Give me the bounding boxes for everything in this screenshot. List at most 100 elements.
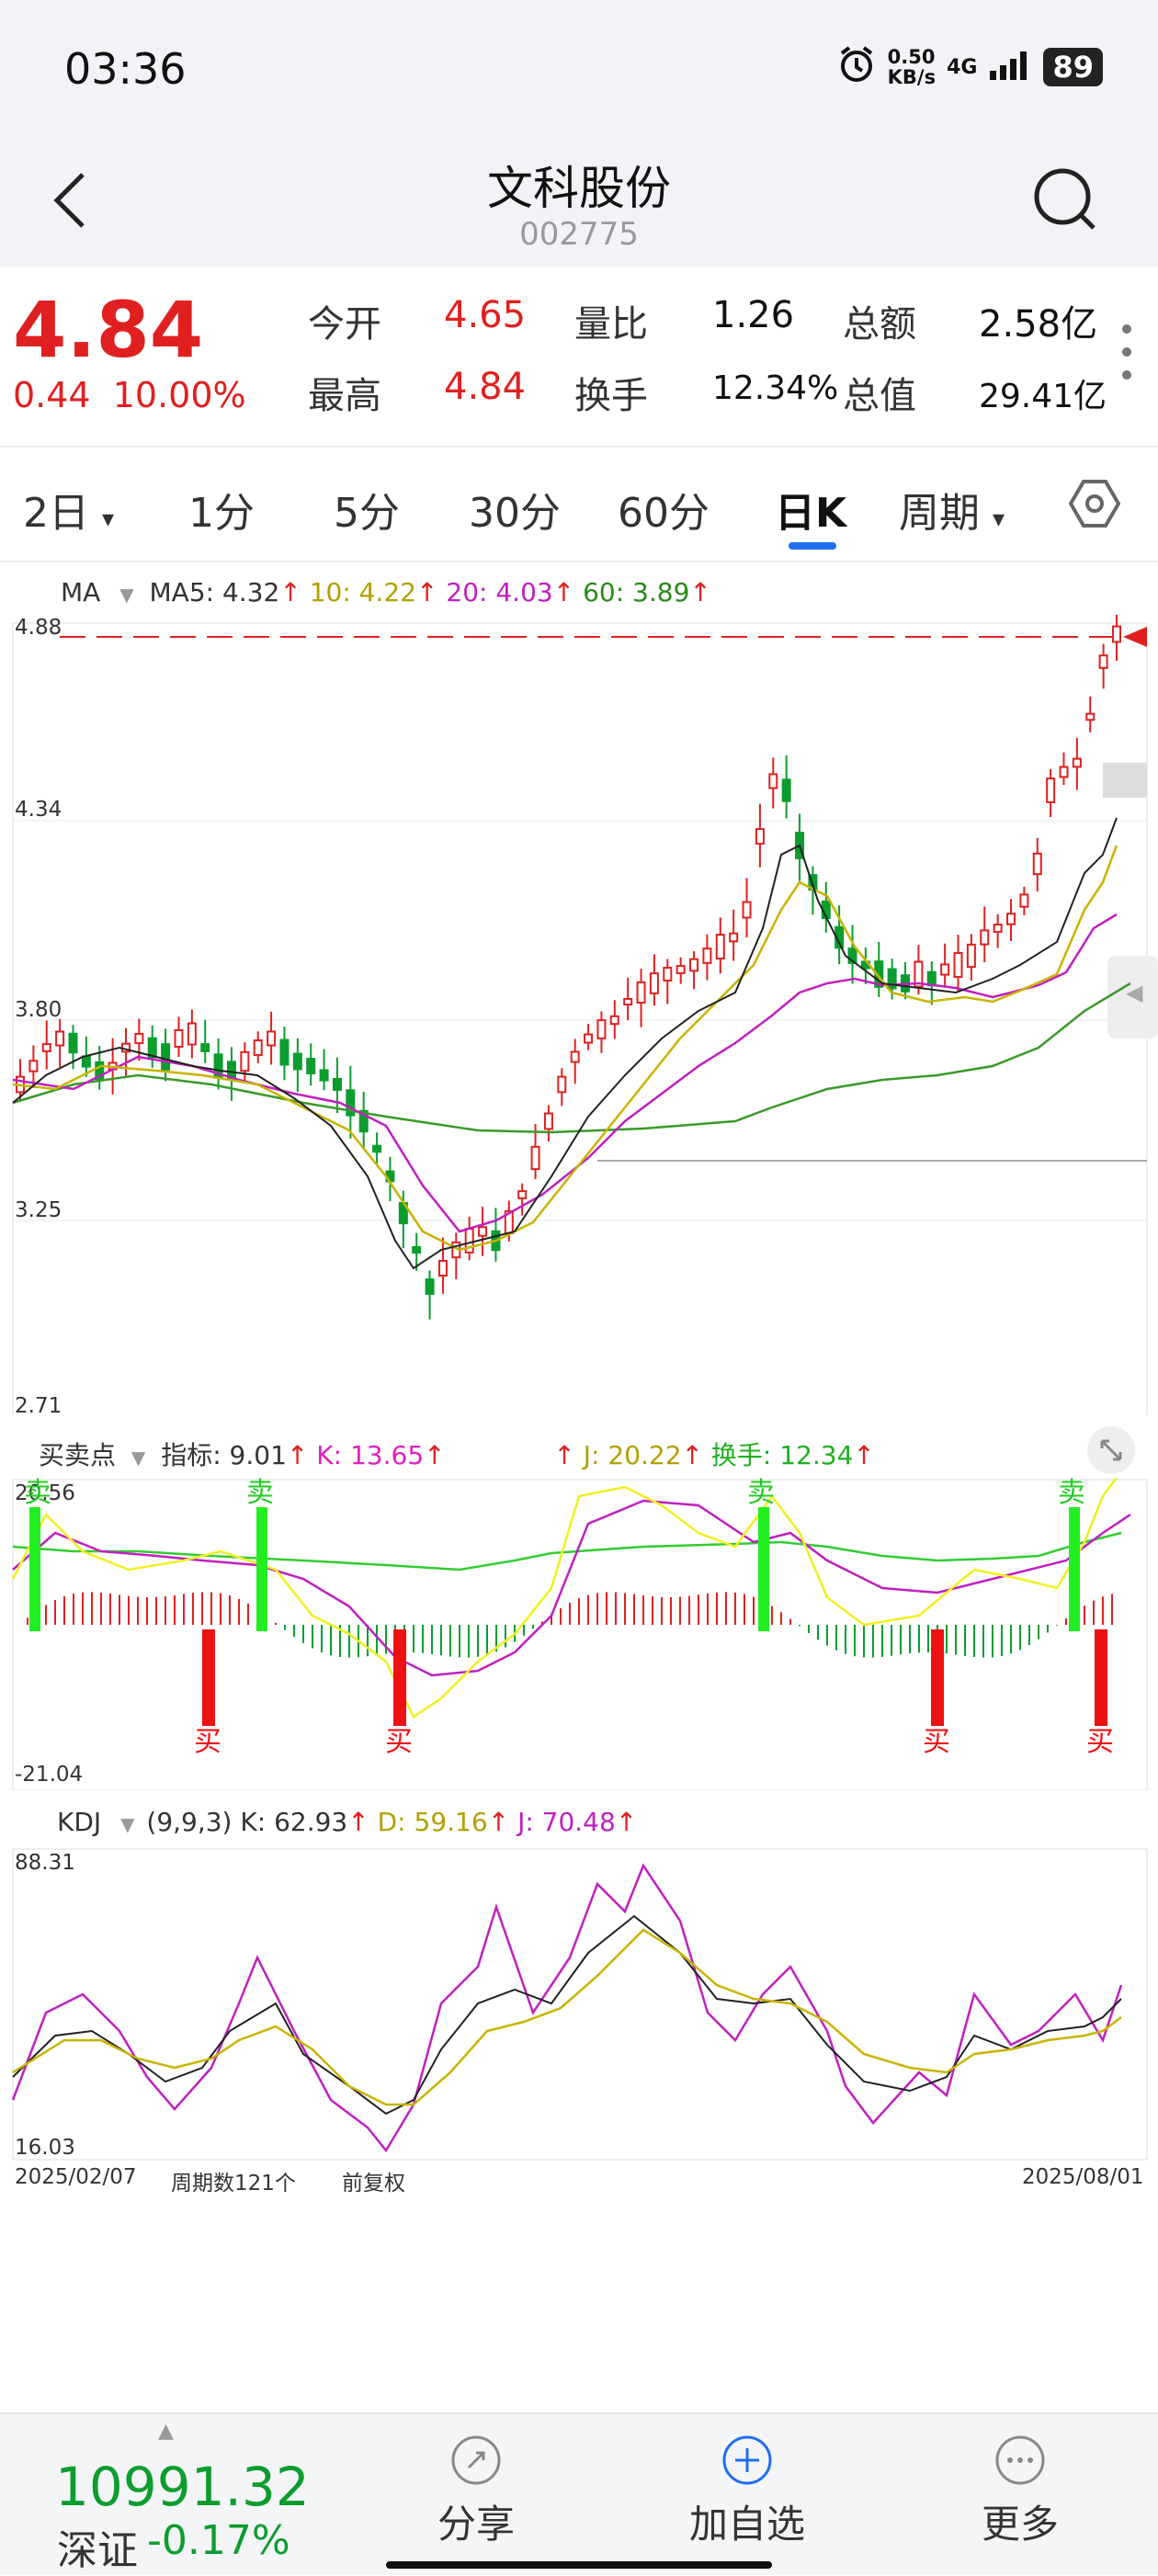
net-type: 4G — [947, 55, 978, 79]
tab-daily-k[interactable]: 日K — [775, 490, 847, 537]
sell-signal-label: 卖 — [747, 1478, 775, 1509]
stat-value: 29.41亿 — [979, 378, 1107, 415]
kdj-d-line — [12, 1928, 1122, 2106]
signal-icon — [988, 49, 1032, 85]
candle-body — [676, 965, 686, 974]
candle-body — [372, 1144, 382, 1153]
tab-5min[interactable]: 5分 — [334, 490, 400, 537]
kdj-j: J: 70.48 — [517, 1807, 616, 1837]
status-bar: 03:36 0.50 KB/s 4G 89 — [0, 0, 1158, 138]
bottom-bar: ▲ 10991.32 深证 -0.17% 分享 加自选 更多 — [0, 2412, 1158, 2575]
candle-body — [926, 970, 937, 987]
home-indicator — [386, 2561, 772, 2569]
candle-body — [715, 934, 725, 959]
candle-body — [147, 1037, 157, 1059]
search-icon — [1034, 168, 1096, 230]
status-icons: 0.50 KB/s 4G 89 — [836, 44, 1103, 90]
kdj-params: (9,9,3) — [146, 1807, 233, 1837]
bs-name: 买卖点 — [39, 1440, 117, 1470]
hexagon-settings-icon — [1068, 480, 1121, 528]
sell-signal-label: 卖 — [1058, 1478, 1085, 1509]
adjust-mode[interactable]: 前复权 — [342, 2172, 405, 2196]
y-axis-label: -21.04 — [15, 1763, 83, 1787]
bs-indicator: 指标: 9.01 — [161, 1440, 287, 1470]
candle-body — [689, 958, 699, 972]
y-axis-label: 16.03 — [15, 2136, 75, 2160]
candle-body — [530, 1145, 540, 1171]
more-vertical-icon — [1122, 324, 1131, 380]
tab-60min[interactable]: 60分 — [618, 490, 710, 537]
expand-up-icon[interactable]: ▲ — [158, 2420, 174, 2443]
bs-turnover: 换手: 12.34 — [710, 1440, 854, 1470]
candle-body — [1032, 852, 1042, 876]
buy-signal-bar — [202, 1629, 215, 1726]
candle-body — [319, 1069, 329, 1082]
kdj-j-line — [11, 1863, 1123, 2153]
battery-level: 89 — [1043, 48, 1103, 86]
kdj-name: KDJ — [57, 1807, 102, 1837]
candle-body — [636, 981, 646, 1004]
candle-body — [161, 1043, 171, 1071]
kdj-chart[interactable]: 88.31 16.03 — [0, 1847, 1158, 2164]
ma5-line — [12, 817, 1118, 1270]
candle-body — [543, 1112, 553, 1130]
expand-button[interactable] — [1087, 1426, 1135, 1474]
kdj-legend[interactable]: KDJ ▼ (9,9,3) K: 62.93↑ D: 59.16↑ J: 70.… — [57, 1807, 638, 1837]
candle-body — [953, 952, 963, 978]
buy-signal-bar — [931, 1629, 944, 1726]
back-button[interactable] — [39, 164, 103, 237]
candle-body — [306, 1058, 316, 1074]
tab-period[interactable]: 周期 ▾ — [899, 490, 1005, 537]
tab-1min[interactable]: 1分 — [188, 490, 255, 537]
bs-green-line — [12, 1531, 1122, 1572]
candle-body — [95, 1061, 105, 1081]
ma60-line — [12, 982, 1131, 1134]
bs-legend[interactable]: 买卖点 ▼ 指标: 9.01↑ K: 13.65↑ ↑ J: 20.22↑ 换手… — [39, 1440, 875, 1470]
candle-body — [240, 1050, 250, 1072]
candle-body — [1085, 712, 1096, 721]
candle-body — [28, 1060, 39, 1072]
share-label: 分享 — [437, 2502, 515, 2547]
add-watchlist-label: 加自选 — [688, 2502, 805, 2547]
candle-body — [570, 1050, 580, 1063]
side-pull-tab — [1107, 956, 1158, 1038]
x-axis-end: 2025/08/01 — [1022, 2165, 1144, 2189]
bs-yellow-line — [11, 1478, 1118, 1719]
kline-chart[interactable]: ◀ 4.88 4.34 3.80 3.25 2.71 — [0, 607, 1158, 1415]
buysell-chart[interactable]: 20.56 -21.04 卖 卖 卖 卖 买 买 买 买 — [0, 1478, 1158, 1790]
candle-body — [768, 773, 778, 789]
settings-button[interactable] — [1068, 478, 1121, 533]
ma-legend[interactable]: MA ▼ MA5: 4.32↑ 10: 4.22↑ 20: 4.03↑ 60: … — [61, 577, 711, 607]
candle-body — [649, 972, 659, 994]
price-label-box — [1103, 763, 1147, 798]
index-value[interactable]: 10991.32 — [55, 2456, 310, 2518]
y-axis-label: 88.31 — [15, 1851, 75, 1875]
more-vertical-button[interactable] — [1119, 322, 1134, 386]
more-button[interactable]: 更多 — [937, 2433, 1103, 2549]
candle-body — [1098, 654, 1108, 669]
search-button[interactable] — [1029, 164, 1103, 237]
candle-body — [425, 1278, 435, 1295]
candle-body — [663, 967, 673, 982]
candle-body — [609, 1015, 619, 1026]
candle-body — [874, 960, 884, 988]
candle-body — [940, 963, 950, 976]
candle-body — [253, 1039, 263, 1056]
page-title: 文科股份 — [487, 162, 671, 215]
y-axis-label: 3.25 — [15, 1198, 62, 1222]
y-axis-label: 2.71 — [15, 1394, 62, 1415]
tab-2day[interactable]: 2日 ▾ — [23, 490, 115, 537]
candle-body — [41, 1043, 51, 1052]
share-button[interactable]: 分享 — [393, 2433, 559, 2549]
plus-circle-icon — [722, 2435, 772, 2485]
price-marker — [1123, 627, 1147, 647]
stat-label: 最高 — [308, 375, 381, 417]
candle-body — [1046, 777, 1056, 803]
tab-30min[interactable]: 30分 — [469, 490, 561, 537]
kdj-k: K: 62.93 — [240, 1807, 348, 1837]
add-watchlist-button[interactable]: 加自选 — [664, 2433, 830, 2549]
stat-value: 1.26 — [712, 294, 795, 336]
candle-body — [200, 1043, 210, 1052]
stat-value: 2.58亿 — [979, 303, 1098, 346]
ma10-value: 10: 4.22 — [309, 577, 417, 607]
